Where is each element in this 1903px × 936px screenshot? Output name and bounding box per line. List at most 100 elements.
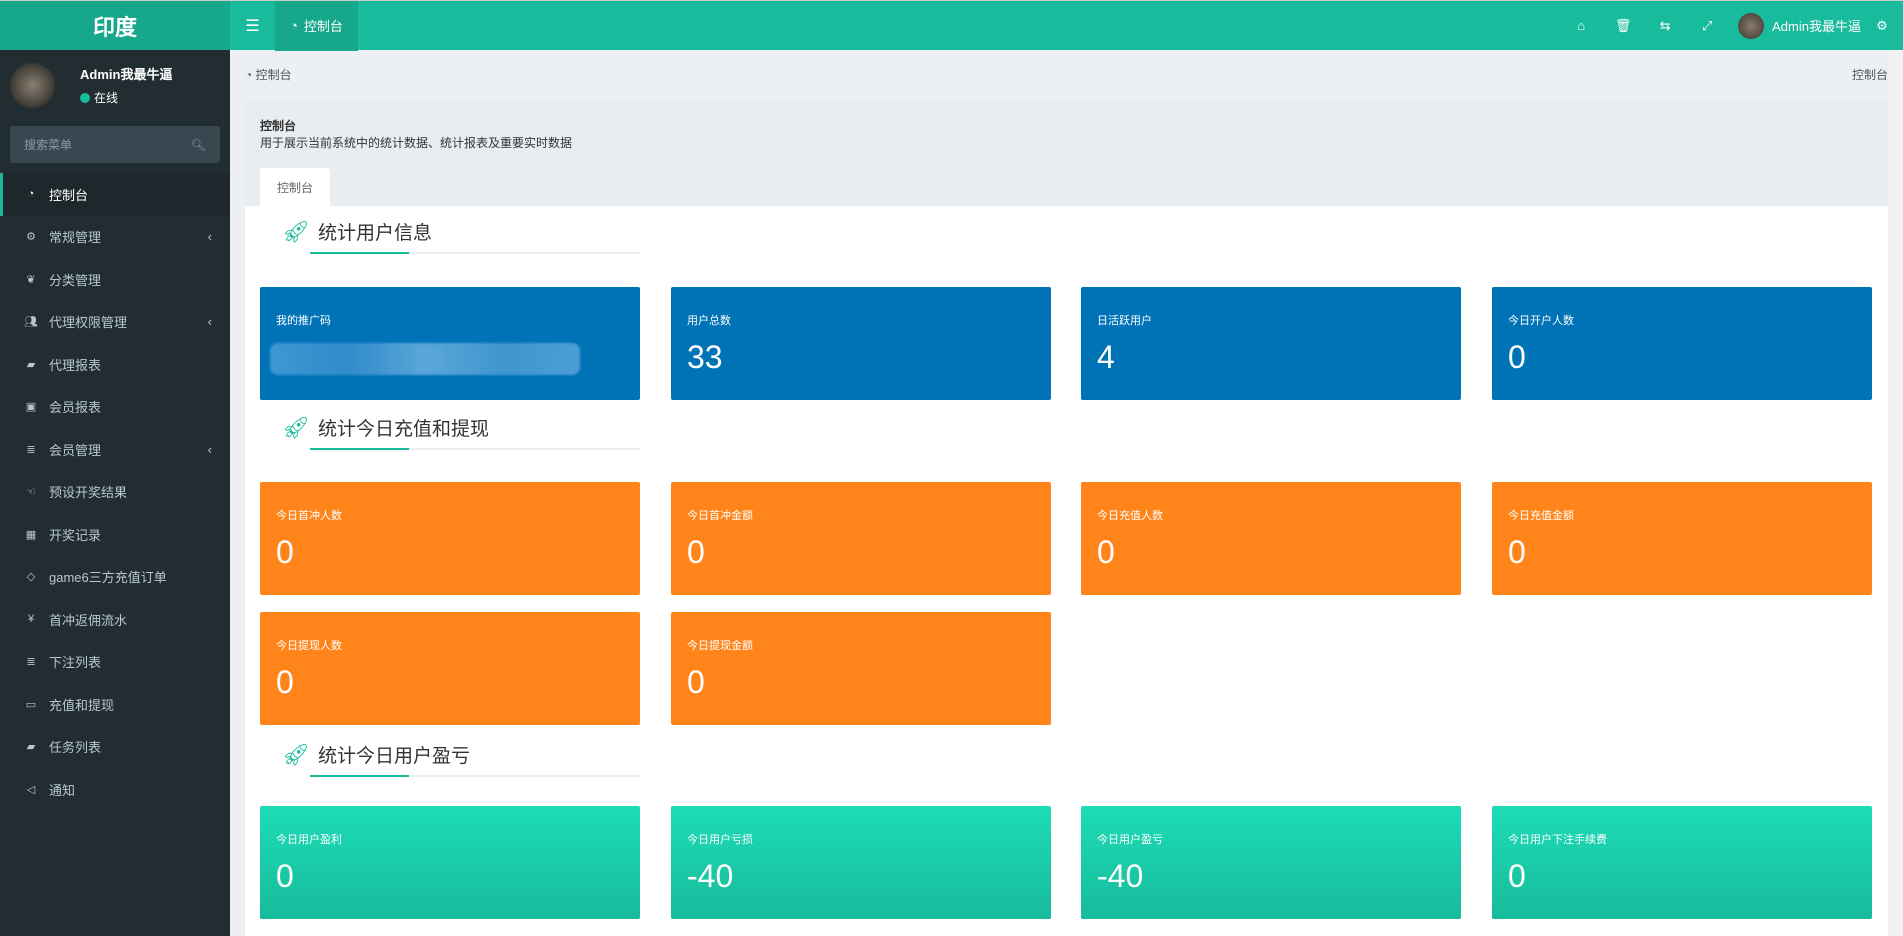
breadcrumb[interactable]: ◔ 控制台: [245, 68, 292, 82]
dashboard-icon: ◔: [27, 188, 35, 201]
trash-icon[interactable]: 🗑: [1614, 17, 1632, 33]
sidebar-item[interactable]: ▰ 代理报表: [0, 343, 230, 386]
sidebar-item-label: 下注列表: [49, 655, 102, 671]
diamond-icon: ◇: [26, 571, 36, 584]
stat-card: 今日提现金额 0: [671, 612, 1051, 725]
translate-icon[interactable]: ⇆: [1659, 17, 1671, 33]
stat-value: 0: [687, 664, 705, 700]
dashboard-icon: ◔: [290, 18, 298, 33]
sidebar-item[interactable]: ❦ 分类管理: [0, 258, 230, 301]
sidebar-item-label: 预设开奖结果: [49, 485, 128, 501]
yen-icon: ¥: [27, 613, 35, 626]
section-title: 统计用户信息: [318, 223, 433, 244]
stat-value: -40: [687, 858, 734, 894]
sidebar-item[interactable]: 👥︎ 代理权限管理 ‹: [0, 301, 230, 344]
stat-value: 0: [276, 664, 294, 700]
sidebar-item[interactable]: ▦ 开奖记录: [0, 513, 230, 556]
stat-label: 用户总数: [687, 315, 731, 327]
stat-label: 今日提现人数: [276, 640, 342, 652]
tab-dashboard[interactable]: ◔ 控制台: [275, 0, 358, 51]
section-underline: [310, 252, 640, 254]
sidebar-item[interactable]: ⚙ 常规管理 ‹: [0, 216, 230, 259]
panel-title: 控制台: [260, 119, 297, 133]
sidebar-item-label: 任务列表: [49, 740, 102, 756]
stat-value: 0: [276, 534, 294, 570]
sidebar-item-label: 通知: [49, 782, 76, 798]
sidebar-item[interactable]: ▭ 充值和提现: [0, 683, 230, 726]
rocket-icon: 🚀︎: [282, 414, 310, 440]
user-menu[interactable]: Admin我最牛逼: [1772, 19, 1861, 34]
menu-toggle-icon[interactable]: ☰: [245, 17, 260, 35]
rocket-icon: 🚀︎: [282, 741, 310, 767]
brand-logo[interactable]: 印度: [0, 0, 230, 50]
stat-value: 0: [1508, 858, 1526, 894]
panel-heading: 控制台 用于展示当前系统中的统计数据、统计报表及重要实时数据 控制台: [245, 100, 1888, 206]
chevron-left-icon[interactable]: ‹: [207, 229, 212, 245]
scrollbar[interactable]: [1888, 50, 1903, 936]
sidebar-item[interactable]: ▰ 任务列表: [0, 726, 230, 769]
sidebar-item[interactable]: ◇ game6三方充值订单: [0, 556, 230, 599]
stat-label: 日活跃用户: [1097, 315, 1152, 327]
section-title: 统计今日充值和提现: [318, 419, 490, 440]
sidebar-item-label: 代理报表: [49, 357, 102, 373]
redacted-referral-code: [270, 343, 580, 375]
gears-icon[interactable]: ⚙: [1876, 17, 1888, 33]
leaf-icon: ❦: [26, 273, 36, 286]
stat-card: 我的推广码: [260, 287, 640, 400]
sidebar-item-label: 控制台: [49, 187, 89, 203]
stat-label: 今日用户盈亏: [1097, 834, 1163, 846]
stat-card: 今日充值金额 0: [1492, 482, 1872, 595]
sidebar-item[interactable]: ◁ 通知: [0, 768, 230, 811]
top-navbar: ☰ ◔ 控制台 ⌂ 🗑 ⇆ ⤢ Admin我最牛逼 ⚙: [230, 0, 1903, 51]
breadcrumb-item[interactable]: 控制台: [255, 68, 292, 82]
sidebar-item[interactable]: ≣ 会员管理 ‹: [0, 428, 230, 471]
search-icon[interactable]: 🔍︎: [190, 137, 206, 152]
chevron-left-icon[interactable]: ‹: [207, 441, 212, 457]
book-icon: ▰: [26, 358, 36, 371]
sidebar-item-label: 会员管理: [49, 442, 102, 458]
book-icon: ▰: [26, 741, 36, 754]
sidebar-item[interactable]: ☜ 预设开奖结果: [0, 471, 230, 514]
stat-card: 今日用户盈亏 -40: [1081, 806, 1461, 919]
stat-card: 用户总数 33: [671, 287, 1051, 400]
section-heading: 🚀︎ 统计今日用户盈亏: [282, 741, 470, 768]
sidebar-item[interactable]: ¥ 首冲返佣流水: [0, 598, 230, 641]
sidebar-item[interactable]: ◔ 控制台: [0, 173, 230, 216]
sidebar-item-label: 首冲返佣流水: [49, 612, 128, 628]
sidebar-item-label: 充值和提现: [49, 697, 115, 713]
stat-card: 今日首冲金额 0: [671, 482, 1051, 595]
stat-value: 0: [1097, 534, 1115, 570]
sidebar-item[interactable]: ≣ 下注列表: [0, 641, 230, 684]
online-dot-icon: [80, 92, 90, 103]
group-icon: 👥︎: [24, 316, 38, 329]
sidebar-item-label: 开奖记录: [49, 527, 102, 543]
breadcrumb-right: 控制台: [1851, 68, 1888, 82]
stat-value: 0: [1508, 534, 1526, 570]
sidebar-item-label: 代理权限管理: [49, 315, 128, 331]
stat-card: 今日用户盈利 0: [260, 806, 640, 919]
avatar: [10, 62, 55, 108]
avatar[interactable]: [1738, 12, 1765, 39]
chevron-left-icon[interactable]: ‹: [207, 314, 212, 330]
section-underline: [310, 775, 640, 777]
stat-value: 33: [687, 339, 723, 375]
search-input[interactable]: 搜索菜单 🔍︎: [10, 126, 220, 163]
stat-label: 今日首冲金额: [687, 510, 753, 522]
stat-label: 我的推广码: [276, 315, 331, 327]
sidebar: Admin我最牛逼 在线 搜索菜单 🔍︎ ◔ 控制台 ⚙ 常规管理 ‹ ❦ 分类管理 👥︎ 代理权…: [0, 50, 230, 936]
section-heading: 🚀︎ 统计今日充值和提现: [282, 414, 489, 441]
section-underline: [310, 448, 640, 450]
list-icon: ≣: [26, 656, 36, 669]
address-book-icon: ▣: [25, 401, 37, 414]
money-icon: ▭: [25, 698, 37, 711]
list-icon: ≣: [26, 443, 36, 456]
stat-label: 今日用户下注手续费: [1508, 834, 1607, 846]
rocket-icon: 🚀︎: [282, 218, 310, 244]
tab-label: 控制台: [303, 19, 343, 34]
panel-tab-dashboard[interactable]: 控制台: [260, 168, 330, 206]
sidebar-item-label: 常规管理: [49, 230, 102, 246]
stat-label: 今日开户人数: [1508, 315, 1574, 327]
sidebar-item[interactable]: ▣ 会员报表: [0, 386, 230, 429]
home-icon[interactable]: ⌂: [1577, 18, 1586, 33]
fullscreen-icon[interactable]: ⤢: [1701, 17, 1713, 33]
